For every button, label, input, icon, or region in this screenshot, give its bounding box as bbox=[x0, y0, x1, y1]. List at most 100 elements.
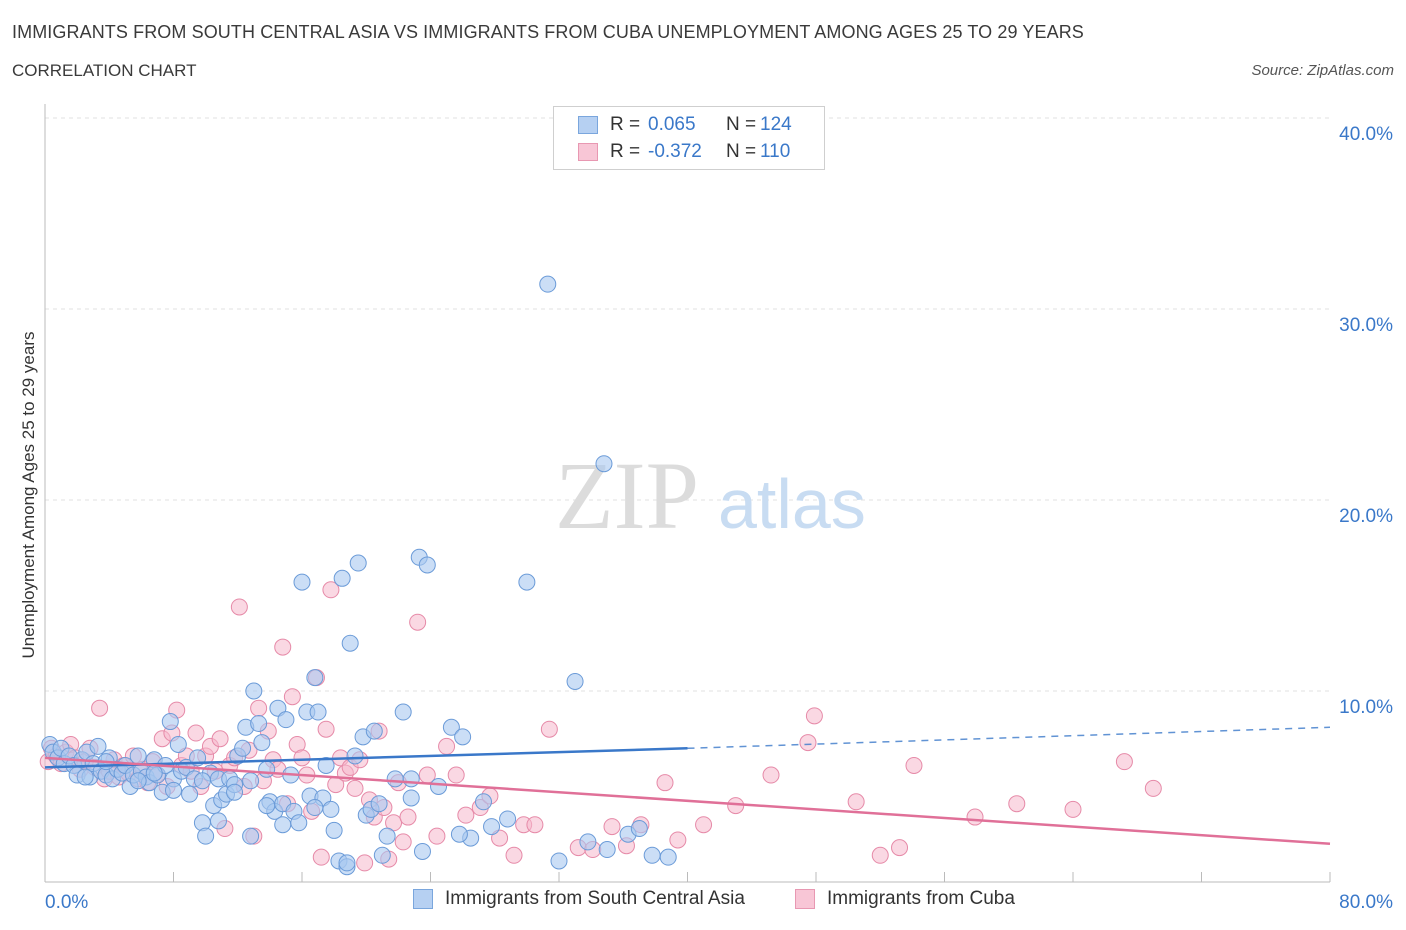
tick-labels: 10.0% 20.0% 30.0% 40.0% 0.0% 80.0% bbox=[45, 124, 1393, 913]
data-point-south-central-asia bbox=[643, 846, 661, 864]
data-point-south-central-asia bbox=[145, 764, 163, 782]
data-point-cuba bbox=[891, 839, 909, 857]
data-point-cuba bbox=[526, 816, 544, 834]
data-point-south-central-asia bbox=[346, 747, 364, 765]
data-point-south-central-asia bbox=[394, 703, 412, 721]
data-point-south-central-asia bbox=[89, 737, 107, 755]
data-point-south-central-asia bbox=[242, 772, 260, 790]
data-point-south-central-asia bbox=[293, 573, 311, 591]
data-point-cuba bbox=[540, 720, 558, 738]
data-point-south-central-asia bbox=[598, 841, 616, 859]
data-point-cuba bbox=[762, 766, 780, 784]
data-point-cuba bbox=[1115, 753, 1133, 771]
y-tick-label: 20.0% bbox=[1339, 506, 1393, 527]
data-point-south-central-asia bbox=[378, 827, 396, 845]
data-point-south-central-asia bbox=[450, 825, 468, 843]
bottom-legend-swatch-blue bbox=[413, 889, 433, 909]
data-point-cuba bbox=[312, 848, 330, 866]
y-tick-label: 30.0% bbox=[1339, 315, 1393, 336]
data-point-south-central-asia bbox=[579, 833, 597, 851]
legend-r-value: -0.372 bbox=[648, 141, 702, 162]
data-point-cuba bbox=[274, 638, 292, 656]
data-point-south-central-asia bbox=[430, 778, 448, 795]
data-point-south-central-asia bbox=[322, 800, 340, 818]
data-point-south-central-asia bbox=[566, 672, 584, 690]
legend-n-value: 124 bbox=[760, 114, 792, 135]
y-axis-label: Unemployment Among Ages 25 to 29 years bbox=[19, 332, 38, 659]
data-point-south-central-asia bbox=[386, 770, 404, 788]
data-point-south-central-asia bbox=[277, 711, 295, 729]
source-credit: Source: ZipAtlas.com bbox=[1251, 62, 1394, 79]
data-point-cuba bbox=[91, 699, 109, 717]
data-point-south-central-asia bbox=[253, 734, 271, 752]
data-point-south-central-asia bbox=[413, 842, 431, 860]
data-point-cuba bbox=[394, 833, 412, 851]
data-point-cuba bbox=[669, 831, 687, 849]
bottom-legend-cuba: Immigrants from Cuba bbox=[795, 888, 1015, 910]
y-tick-label: 10.0% bbox=[1339, 697, 1393, 718]
trend-line-south-central-asia-projection bbox=[687, 726, 1331, 750]
watermark-zip: ZIP bbox=[555, 442, 699, 549]
data-point-south-central-asia bbox=[258, 760, 276, 778]
data-point-cuba bbox=[457, 806, 475, 824]
data-point-cuba bbox=[447, 766, 465, 784]
data-point-south-central-asia bbox=[197, 827, 215, 845]
bottom-legend-south-central-asia: Immigrants from South Central Asia bbox=[413, 888, 745, 910]
data-point-south-central-asia bbox=[370, 795, 388, 813]
data-point-cuba bbox=[1008, 795, 1026, 813]
data-point-south-central-asia bbox=[475, 793, 493, 811]
trend-line-cuba bbox=[44, 756, 1331, 846]
data-point-south-central-asia bbox=[402, 789, 420, 807]
data-point-cuba bbox=[656, 774, 674, 792]
data-point-cuba bbox=[293, 749, 311, 767]
data-point-south-central-asia bbox=[290, 814, 308, 832]
watermark: ZIP atlas bbox=[555, 442, 866, 549]
data-point-south-central-asia bbox=[258, 797, 276, 815]
data-point-cuba bbox=[871, 846, 889, 864]
data-point-south-central-asia bbox=[309, 703, 327, 721]
data-point-south-central-asia bbox=[325, 821, 343, 839]
stats-legend-row-cuba: R = -0.372 N = 110 bbox=[578, 140, 790, 164]
data-point-cuba bbox=[505, 846, 523, 864]
data-point-south-central-asia bbox=[245, 682, 263, 700]
data-point-cuba bbox=[695, 816, 713, 834]
data-point-south-central-asia bbox=[365, 722, 383, 740]
data-point-south-central-asia bbox=[338, 854, 356, 872]
data-point-cuba bbox=[1064, 800, 1082, 818]
x-tick-label-min: 0.0% bbox=[45, 892, 88, 913]
legend-n-label: N = bbox=[726, 141, 757, 162]
data-point-south-central-asia bbox=[129, 747, 147, 765]
legend-r-label: R = bbox=[610, 141, 641, 162]
data-point-south-central-asia bbox=[317, 756, 335, 774]
data-point-cuba bbox=[603, 818, 621, 836]
chart-title: IMMIGRANTS FROM SOUTH CENTRAL ASIA VS IM… bbox=[12, 22, 1084, 42]
legend-n-value: 110 bbox=[760, 141, 791, 162]
data-point-south-central-asia bbox=[499, 810, 517, 828]
data-point-cuba bbox=[230, 598, 248, 616]
data-point-cuba bbox=[399, 808, 417, 826]
data-point-south-central-asia bbox=[454, 728, 472, 746]
data-point-south-central-asia bbox=[181, 785, 199, 803]
data-point-cuba bbox=[211, 730, 229, 748]
data-point-south-central-asia bbox=[250, 714, 268, 732]
bottom-legend-label-blue: Immigrants from South Central Asia bbox=[445, 888, 745, 909]
data-point-cuba bbox=[438, 737, 456, 755]
data-point-south-central-asia bbox=[129, 772, 147, 790]
data-point-south-central-asia bbox=[161, 713, 179, 731]
data-point-south-central-asia bbox=[333, 569, 351, 587]
bottom-legend-swatch-pink bbox=[795, 889, 815, 909]
series-south-central-asia-points bbox=[41, 275, 677, 876]
legend-r-label: R = bbox=[610, 114, 641, 135]
data-point-south-central-asia bbox=[373, 846, 391, 864]
chart-subtitle: CORRELATION CHART bbox=[12, 61, 197, 80]
data-point-south-central-asia bbox=[341, 634, 359, 652]
legend-n-label: N = bbox=[726, 114, 757, 135]
data-point-south-central-asia bbox=[242, 827, 260, 845]
data-point-south-central-asia bbox=[165, 781, 182, 799]
data-point-cuba bbox=[322, 581, 340, 599]
data-point-cuba bbox=[428, 827, 446, 845]
bottom-legend-label-pink: Immigrants from Cuba bbox=[827, 888, 1015, 909]
legend-swatch-pink bbox=[578, 143, 598, 161]
data-point-cuba bbox=[250, 699, 268, 717]
